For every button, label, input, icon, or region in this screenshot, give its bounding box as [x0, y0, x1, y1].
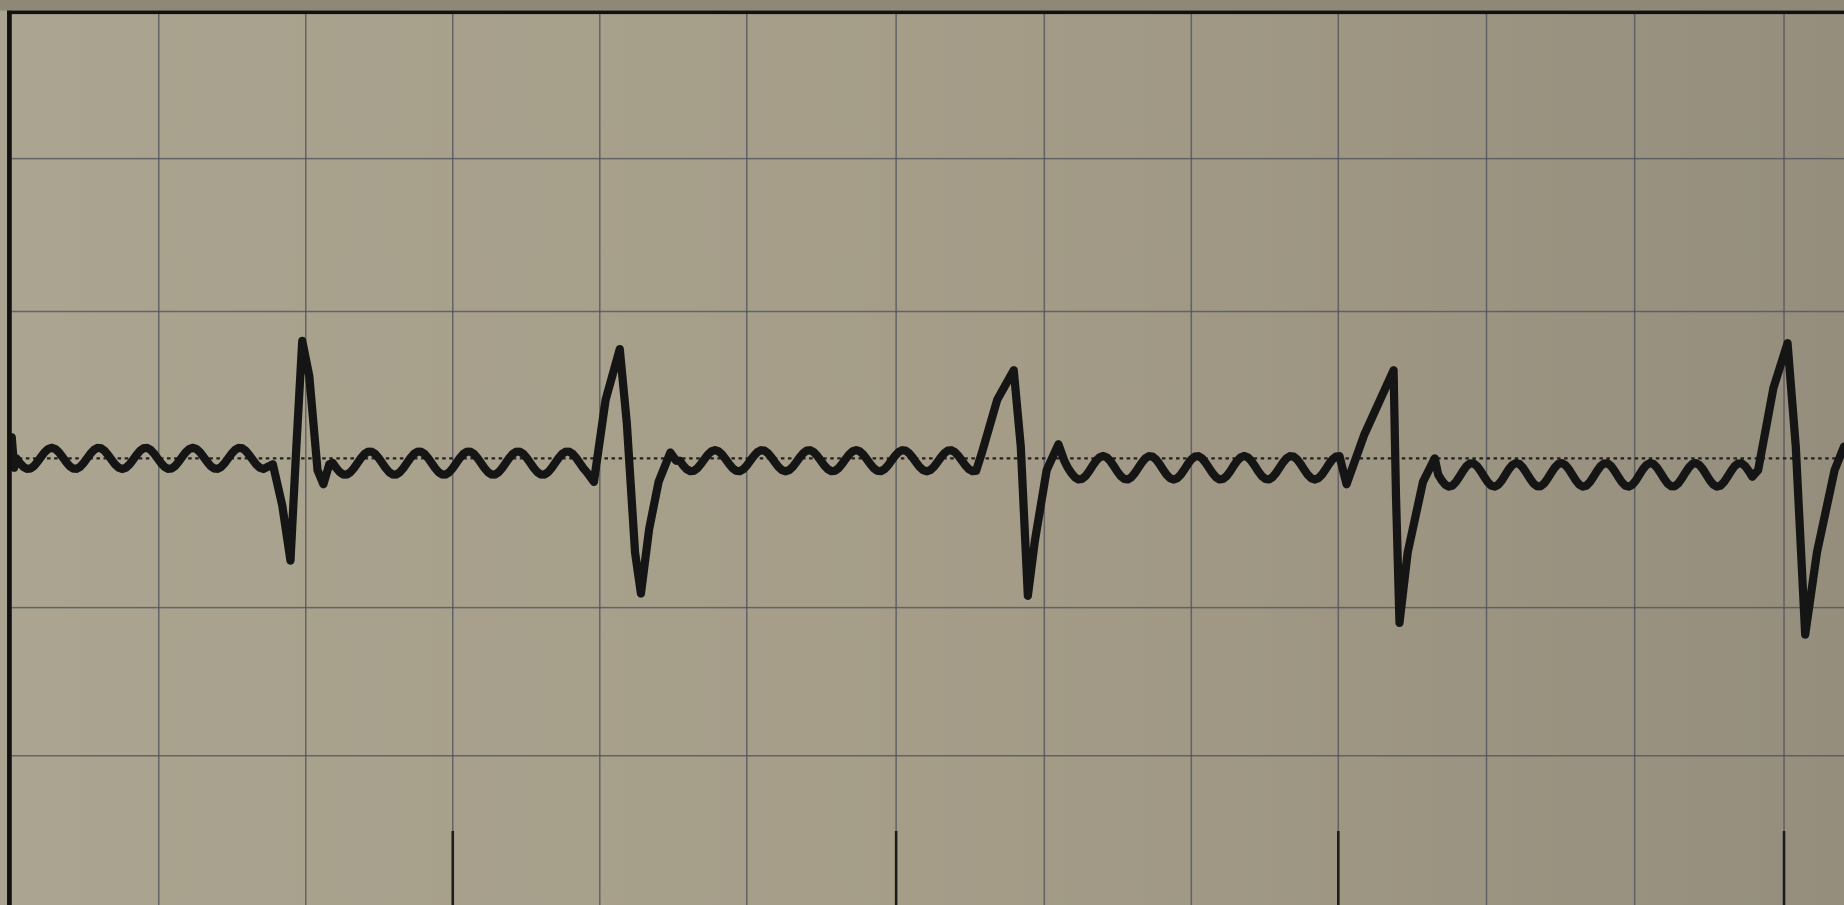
top-edge — [0, 0, 1844, 11]
scope-screen — [0, 0, 1844, 905]
body: (() => { const ns = 'http://www.w3.org/2… — [0, 0, 1844, 905]
left-border — [7, 11, 12, 905]
page: Oscilloscope trace {} html, body { margi… — [0, 0, 1844, 905]
background — [0, 0, 1844, 905]
top-border — [7, 11, 1844, 15]
